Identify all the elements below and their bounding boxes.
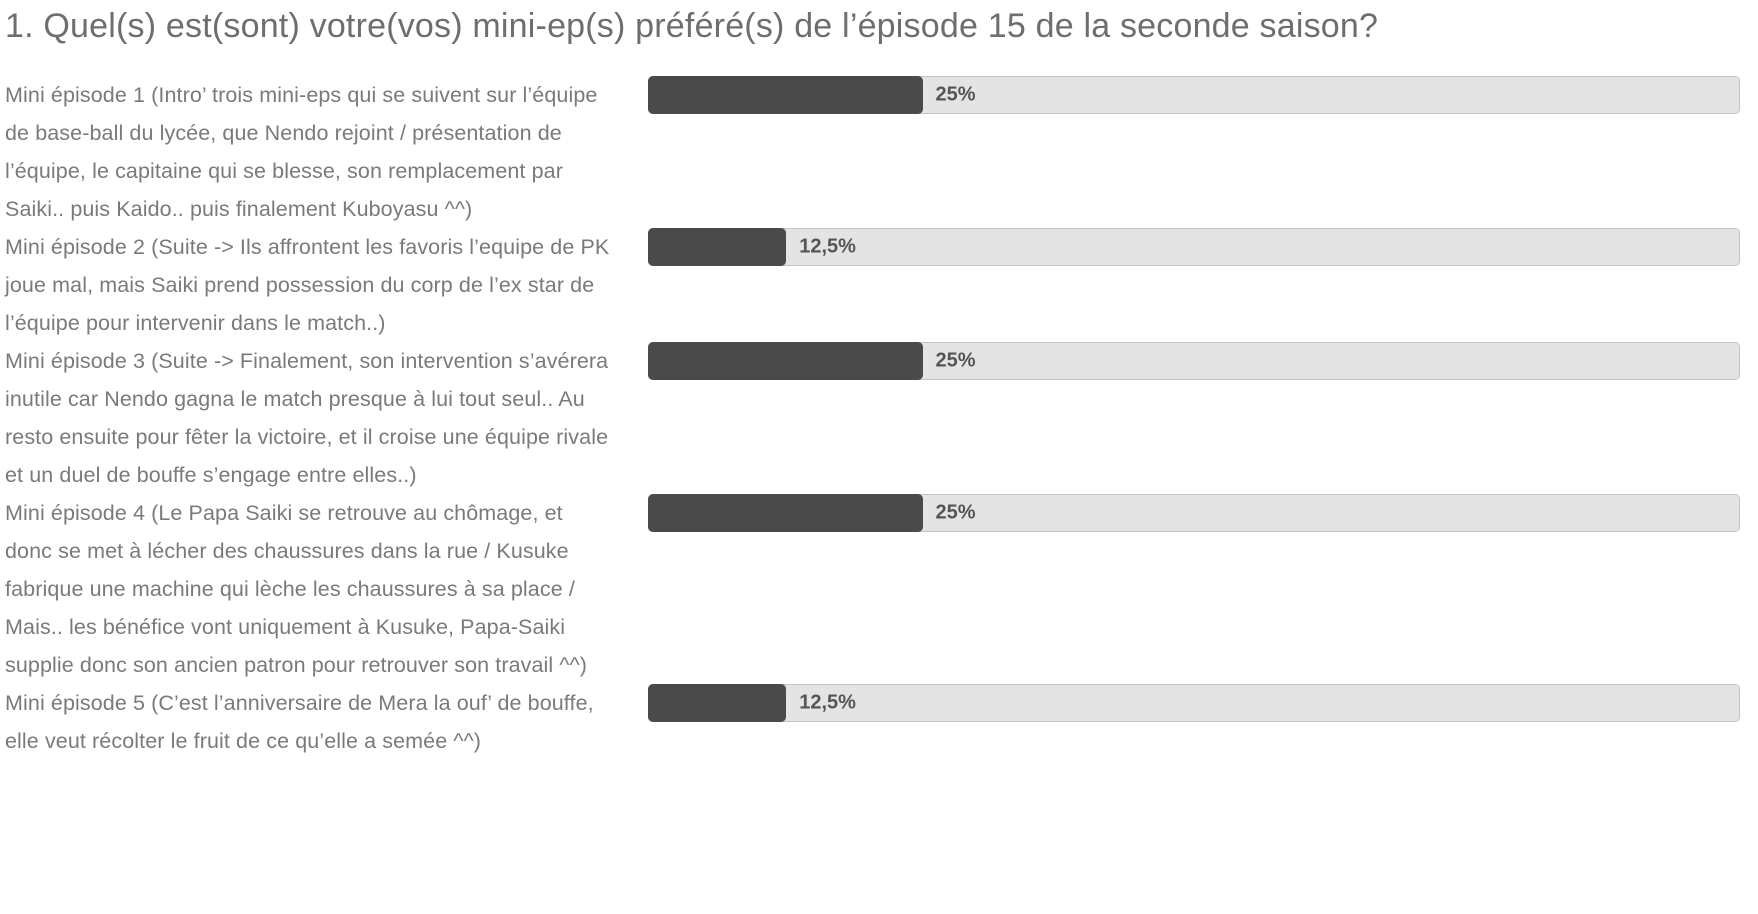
bar-track: 12,5% xyxy=(648,684,1740,723)
bar-value-label: 12,5% xyxy=(799,235,856,258)
poll-results: 1. Quel(s) est(sont) votre(vos) mini-ep(… xyxy=(0,6,1758,760)
option-label: Mini épisode 1 (Intro’ trois mini-eps qu… xyxy=(5,83,598,222)
bar-track: 25% xyxy=(648,76,1740,115)
bar-fill xyxy=(648,76,923,115)
bar-value-label: 25% xyxy=(935,349,976,372)
poll-bar-row: 25% xyxy=(648,76,1740,115)
poll-bar-row: 25% xyxy=(648,494,1740,533)
poll-options-list: Mini épisode 1 (Intro’ trois mini-eps qu… xyxy=(5,76,1740,760)
bar-value-label: 12,5% xyxy=(799,691,856,714)
bar-value-label: 25% xyxy=(935,83,976,106)
bar-track: 25% xyxy=(648,494,1740,533)
bar-value-label: 25% xyxy=(935,501,976,524)
option-label: Mini épisode 5 (C’est l’anniversaire de … xyxy=(5,691,594,754)
poll-bar-row: 25% xyxy=(648,342,1740,381)
option-label: Mini épisode 2 (Suite -> Ils affrontent … xyxy=(5,235,610,336)
poll-question-title: 1. Quel(s) est(sont) votre(vos) mini-ep(… xyxy=(5,7,1379,45)
bar-fill xyxy=(648,342,923,381)
bar-fill xyxy=(648,228,787,267)
option-label: Mini épisode 4 (Le Papa Saiki se retrouv… xyxy=(5,501,588,678)
option-label: Mini épisode 3 (Suite -> Finalement, son… xyxy=(5,349,609,488)
bar-fill xyxy=(648,684,787,723)
poll-bar-row: 12,5% xyxy=(648,684,1740,723)
bar-track: 12,5% xyxy=(648,228,1740,267)
bar-fill xyxy=(648,494,923,533)
poll-bar-row: 12,5% xyxy=(648,228,1740,267)
bar-track: 25% xyxy=(648,342,1740,381)
